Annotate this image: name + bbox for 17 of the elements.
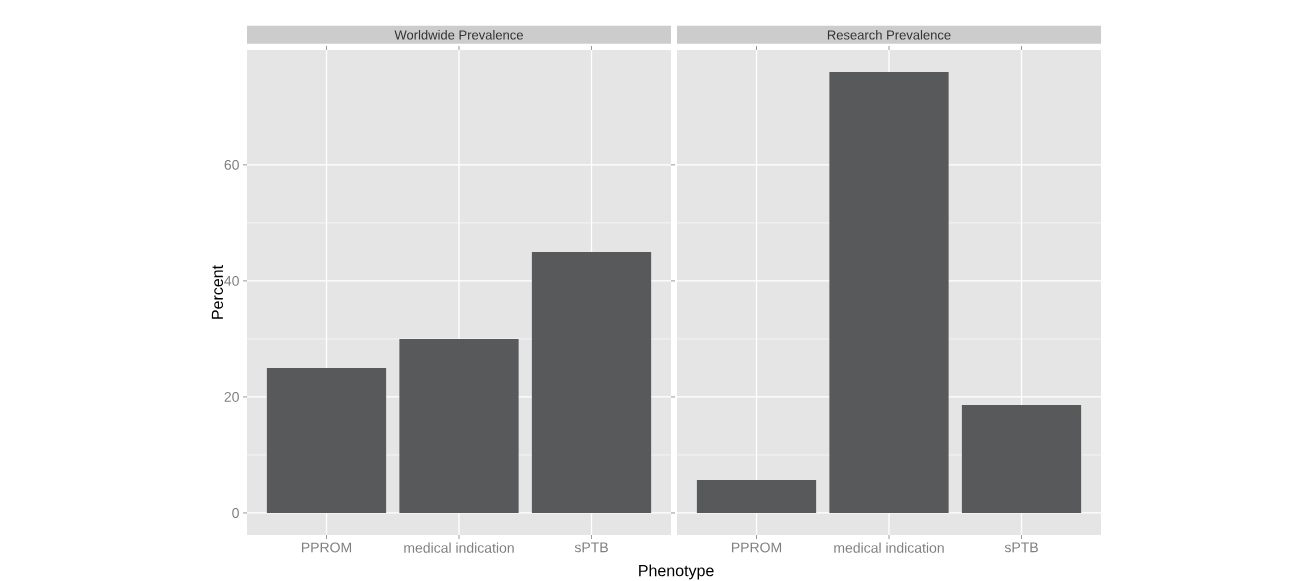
x-tick-label: sPTB	[1004, 542, 1038, 553]
y-tick-label: 0	[232, 507, 239, 518]
y-tick-label: 40	[224, 275, 239, 286]
x-axis-title: Phenotype	[639, 564, 714, 580]
x-tick-label: PPROM	[731, 542, 782, 553]
x-tick-label: medical indication	[834, 542, 944, 553]
bar	[266, 367, 387, 513]
y-tick-label: 60	[224, 159, 239, 170]
chart-title: Research Prevalence	[827, 30, 951, 40]
chart-title: Worldwide Prevalence	[394, 30, 523, 40]
y-tick-label: 20	[224, 391, 239, 402]
x-tick-label: PPROM	[301, 542, 352, 553]
x-tick-label: medical indication	[404, 542, 514, 553]
x-tick-label: sPTB	[574, 542, 608, 553]
bar	[399, 338, 519, 513]
bar	[531, 251, 652, 513]
y-axis-title: Percent	[211, 265, 224, 319]
